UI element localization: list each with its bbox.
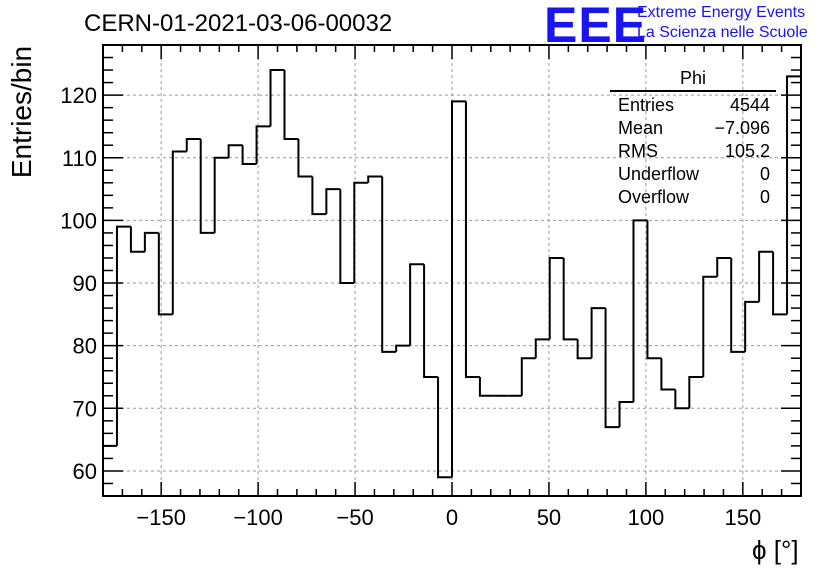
histogram-bin [241, 145, 257, 166]
page-title: CERN-01-2021-03-06-00032 [84, 10, 393, 37]
histogram-bin [534, 338, 550, 359]
histogram-bin [618, 401, 634, 428]
histogram-bin [716, 256, 732, 277]
histogram-bin [562, 257, 578, 341]
histogram-bin [520, 357, 536, 396]
histogram-bin [157, 232, 173, 316]
stats-value: 0 [759, 187, 770, 207]
stats-label: Mean [618, 118, 664, 138]
stats-value: 0 [759, 164, 770, 184]
eee-logo: EEE [544, 0, 648, 53]
histogram-bin [548, 256, 564, 340]
stats-title: Phi [610, 68, 776, 92]
histogram-bin [353, 181, 369, 284]
stats-value: −7.096 [714, 118, 770, 138]
histogram-bin [283, 70, 299, 140]
histogram-bin [423, 264, 439, 378]
plot-frame [102, 44, 802, 497]
y-tick-label: 110 [62, 146, 97, 171]
histogram-bin [213, 156, 229, 233]
stats-row-mean: Mean −7.096 [610, 117, 776, 140]
x-axis-label: ϕ [°] [752, 535, 799, 565]
histogram-bin [730, 257, 746, 353]
histogram-bin [269, 69, 285, 127]
stats-label: Overflow [618, 187, 690, 207]
histogram-series [103, 69, 801, 479]
histogram-bin [590, 307, 606, 359]
histogram-bin [129, 226, 145, 253]
histogram-bin [339, 189, 355, 285]
histogram-bin [367, 175, 383, 183]
histogram-bin [325, 188, 341, 215]
histogram-bin [660, 358, 676, 391]
logo-line-1: Extreme Energy Events [637, 4, 806, 21]
stats-row-rms: RMS 105.2 [610, 140, 776, 163]
histogram-bin [311, 176, 327, 216]
histogram-bin [143, 231, 159, 252]
histogram-bin [632, 219, 648, 403]
stats-row-overflow: Overflow 0 [610, 186, 776, 209]
histogram-bin [688, 375, 704, 409]
y-tick-label: 70 [73, 396, 97, 421]
histogram-bin [604, 308, 620, 429]
histogram-bin [464, 101, 480, 378]
histogram-bin [772, 251, 788, 316]
histogram-bin [297, 138, 313, 178]
histogram-bin [227, 144, 243, 158]
stats-label: Underflow [618, 164, 700, 184]
y-tick-label: 80 [73, 334, 97, 359]
x-tick-label: −50 [336, 505, 373, 530]
histogram-bin [409, 263, 425, 346]
histogram-bin [744, 300, 760, 352]
x-tick-label: 0 [446, 505, 458, 530]
stats-box: Phi Entries 4544 Mean −7.096 RMS 105.2 U… [610, 68, 776, 209]
histogram-bin [702, 275, 718, 377]
x-tick-label: −150 [136, 505, 186, 530]
x-tick-label: −100 [233, 505, 283, 530]
x-tick-label: 50 [537, 505, 561, 530]
histogram-bin [786, 75, 801, 315]
stats-row-entries: Entries 4544 [610, 94, 776, 117]
histogram-bin [576, 339, 592, 360]
histogram-bin [451, 100, 466, 478]
histogram-bin [255, 125, 271, 165]
histogram-bin [381, 176, 397, 353]
x-tick-label: 100 [628, 505, 665, 530]
histogram-bin [758, 250, 774, 302]
y-tick-label: 100 [60, 208, 97, 233]
y-axis-label: Entries/bin [6, 45, 37, 179]
histogram-bin [171, 150, 187, 315]
histogram-bin [646, 220, 662, 360]
histogram-bin [395, 344, 411, 352]
stats-value: 105.2 [724, 141, 770, 161]
histogram-bin [185, 137, 201, 152]
stats-label: RMS [618, 141, 658, 161]
histogram-bin [478, 376, 494, 397]
histogram-bin [115, 225, 131, 446]
histogram-bin [437, 376, 452, 479]
histogram-bin [674, 389, 690, 410]
stats-value: 4544 [729, 95, 770, 115]
y-tick-label: 90 [73, 271, 97, 296]
logo-line-2: La Scienza nelle Scuole [637, 24, 808, 41]
histogram-bin [199, 138, 215, 234]
y-tick-label: 60 [73, 459, 97, 484]
x-tick-label: 150 [724, 505, 761, 530]
y-tick-label: 120 [60, 83, 97, 108]
stats-label: Entries [618, 95, 675, 115]
stats-row-underflow: Underflow 0 [610, 163, 776, 186]
